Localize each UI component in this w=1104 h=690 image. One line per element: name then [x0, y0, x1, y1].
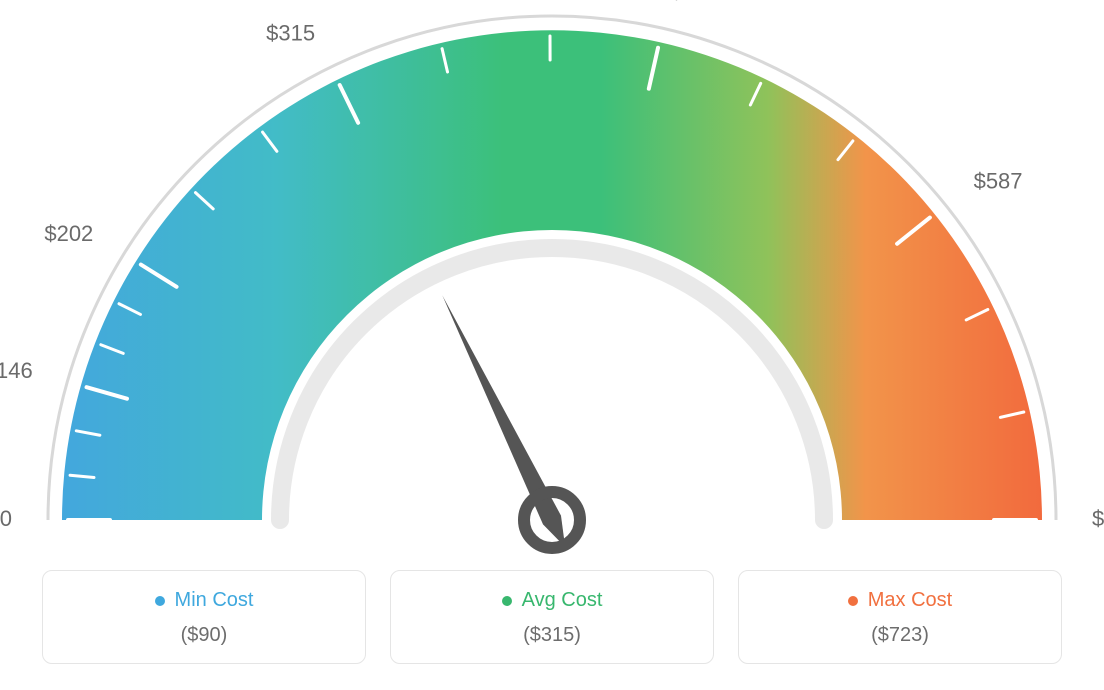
legend-card-avg: Avg Cost ($315) [390, 570, 714, 664]
legend-card-min: Min Cost ($90) [42, 570, 366, 664]
legend-label-text: Avg Cost [522, 589, 603, 612]
legend-dot-icon [502, 596, 512, 606]
legend-dot-icon [848, 596, 858, 606]
legend-label: Min Cost [155, 589, 254, 612]
legend-label-text: Max Cost [868, 589, 952, 612]
gauge-needle [442, 295, 565, 547]
gauge-svg: $90 $146 $202 $315 $451 $587 $723 [0, 0, 1104, 560]
legend-value: ($723) [749, 624, 1051, 647]
gauge-tick-label: $451 [670, 0, 719, 4]
gauge-tick-label: $90 [0, 506, 12, 531]
legend-value: ($315) [401, 624, 703, 647]
legend-label: Max Cost [848, 589, 952, 612]
legend-dot-icon [155, 596, 165, 606]
gauge-chart: $90 $146 $202 $315 $451 $587 $723 [0, 0, 1104, 560]
legend-label-text: Min Cost [175, 589, 254, 612]
gauge-tick-label: $146 [0, 358, 33, 383]
legend-card-max: Max Cost ($723) [738, 570, 1062, 664]
gauge-tick-label: $723 [1092, 506, 1104, 531]
gauge-tick-label: $202 [44, 221, 93, 246]
legend-label: Avg Cost [502, 589, 603, 612]
gauge-tick-label: $315 [266, 21, 315, 46]
gauge-tick-label: $587 [974, 169, 1023, 194]
legend-value: ($90) [53, 624, 355, 647]
legend-row: Min Cost ($90) Avg Cost ($315) Max Cost ($723… [42, 570, 1062, 664]
